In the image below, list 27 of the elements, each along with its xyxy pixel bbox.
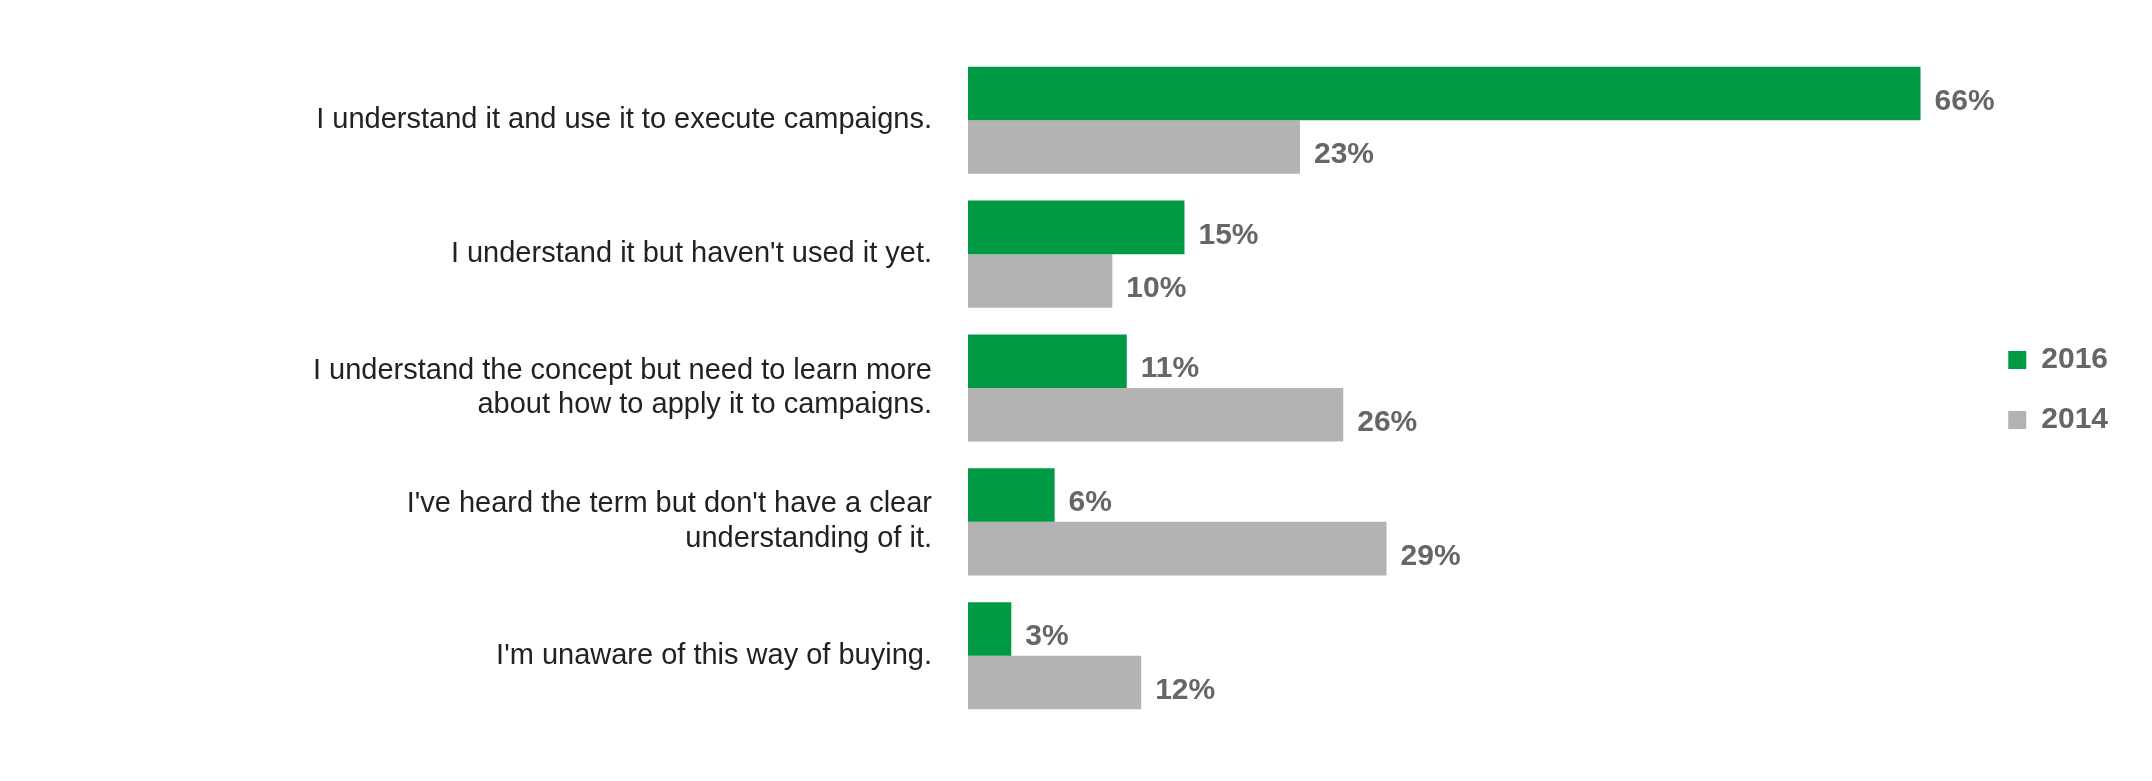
bar <box>968 254 1113 308</box>
legend-label: 2014 <box>2041 401 2109 435</box>
y-tick-label: I understand it and use it to execute campaigns. <box>316 102 932 135</box>
bar <box>968 200 1185 255</box>
data-label: 11% <box>1140 350 1200 384</box>
bar <box>968 120 1300 174</box>
y-tick-label: I understand the concept but need to learn more about how to apply it to campaigns. <box>312 352 932 420</box>
bar <box>968 602 1012 656</box>
data-label: 26% <box>1357 404 1418 438</box>
legend-label: 2016 <box>2041 341 2109 375</box>
bar <box>968 334 1127 388</box>
y-tick-label: I'm unaware of this way of buying. <box>496 637 932 670</box>
data-label: 15% <box>1198 216 1259 250</box>
data-label: 3% <box>1025 618 1069 652</box>
bar <box>968 66 1921 121</box>
data-label: 12% <box>1155 671 1216 705</box>
data-label: 6% <box>1068 484 1112 518</box>
bar <box>968 468 1055 522</box>
bar <box>968 521 1387 576</box>
y-tick-label: I've heard the term but don't have a clear understanding of it. <box>406 486 933 554</box>
data-label: 29% <box>1400 537 1461 571</box>
y-tick-label: I understand it but haven't used it yet. <box>450 236 932 269</box>
data-label: 10% <box>1126 270 1187 304</box>
bar <box>968 655 1142 710</box>
data-label: 66% <box>1934 82 1995 116</box>
bar <box>968 388 1344 442</box>
data-label: 23% <box>1313 136 1374 170</box>
